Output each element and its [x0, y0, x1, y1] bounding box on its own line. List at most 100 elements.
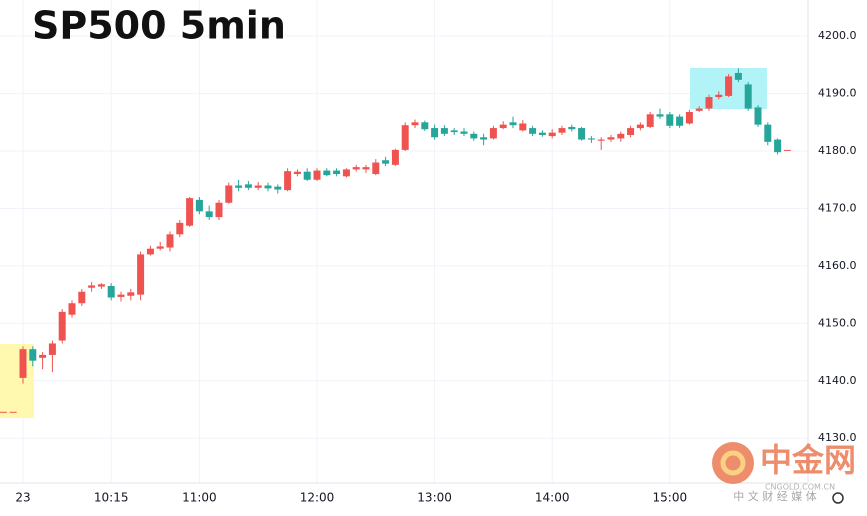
candle-body: [636, 124, 644, 129]
candle-body: [431, 128, 439, 138]
candle-body: [725, 76, 733, 96]
candle-body: [548, 132, 556, 137]
watermark-site: CNGOLD.COM.CN: [765, 483, 835, 492]
candle-body: [88, 285, 96, 288]
candle-body: [333, 170, 341, 175]
candle-body: [646, 114, 654, 127]
candle-body: [244, 184, 252, 188]
candle-body: [127, 292, 135, 296]
y-tick-label: 4160.0: [818, 259, 857, 272]
candle-body: [156, 246, 164, 249]
candle-body: [391, 149, 399, 165]
candle-body: [578, 128, 586, 140]
candle-body: [607, 137, 615, 140]
candle-body: [284, 171, 292, 191]
candle-body: [509, 122, 517, 126]
y-tick-label: 4150.0: [818, 316, 857, 329]
candle-body: [715, 94, 723, 98]
candle-body: [685, 111, 693, 124]
candle-body: [195, 199, 203, 212]
candle-body: [783, 149, 791, 151]
candle-body: [440, 128, 448, 134]
x-tick-label: 14:00: [535, 491, 570, 505]
x-tick-label: 23: [15, 491, 30, 505]
candle-body: [264, 185, 272, 189]
candle-body: [754, 107, 762, 125]
chart-title: SP500 5min: [32, 4, 286, 48]
candle-body: [323, 170, 331, 176]
x-tick-label: 11:00: [182, 491, 217, 505]
candle-body: [450, 130, 458, 133]
candle-body: [401, 125, 409, 150]
candle-body: [617, 133, 625, 139]
candle-body: [235, 185, 243, 188]
candle-body: [480, 137, 488, 140]
candle-body: [0, 411, 7, 413]
candle-body: [225, 185, 233, 203]
watermark-tagline: 中 文 财 经 媒 体: [733, 489, 816, 503]
candle-body: [695, 108, 703, 111]
candle-body: [19, 349, 27, 378]
candle-body: [460, 131, 468, 134]
settings-icon[interactable]: [832, 492, 844, 504]
candle-body: [558, 128, 566, 133]
candle-body: [342, 169, 350, 177]
candle-body: [9, 411, 17, 413]
candle-body: [597, 139, 605, 141]
x-tick-label: 15:00: [653, 491, 688, 505]
x-tick-label: 12:00: [300, 491, 335, 505]
candle-body: [352, 167, 360, 170]
candle-body: [176, 222, 184, 235]
candle-body: [303, 171, 311, 180]
y-tick-label: 4130.0: [818, 431, 857, 444]
candle-body: [705, 97, 713, 109]
logo: [712, 442, 754, 484]
gear[interactable]: [832, 492, 844, 504]
candle-body: [489, 128, 497, 139]
candle-body: [529, 128, 537, 134]
candle-body: [774, 139, 782, 153]
candle-body: [205, 211, 213, 218]
candle-body: [48, 343, 56, 355]
candle-body: [666, 114, 674, 126]
candle-body: [166, 234, 174, 248]
candle-body: [274, 186, 282, 190]
y-tick-label: 4200.0: [818, 29, 857, 42]
candle-body: [470, 133, 478, 139]
candle-body: [656, 114, 664, 117]
candle-body: [519, 123, 527, 131]
y-tick-label: 4180.0: [818, 144, 857, 157]
candle-body: [734, 72, 742, 80]
candle-body: [421, 122, 429, 130]
x-tick-label: 10:15: [94, 491, 129, 505]
candle-body: [58, 311, 66, 341]
y-tick-label: 4140.0: [818, 374, 857, 387]
candle-body: [146, 248, 154, 255]
candle-body: [568, 126, 576, 130]
candle-body: [39, 354, 47, 358]
candle-body: [107, 286, 115, 298]
candle-body: [254, 185, 262, 188]
candle-body: [627, 128, 635, 135]
highlight-box: [0, 344, 34, 418]
candle-body: [78, 291, 86, 304]
y-tick-label: 4190.0: [818, 87, 857, 100]
candles: [0, 68, 791, 413]
candle-body: [29, 349, 37, 361]
candle-body: [411, 122, 419, 126]
watermark-brand: 中金网: [760, 441, 856, 479]
candle-body: [764, 124, 772, 142]
candle-body: [117, 294, 125, 297]
candle-body: [215, 202, 223, 218]
candle-body: [313, 170, 321, 180]
candle-body: [744, 84, 752, 109]
watermark: 中金网 CNGOLD.COM.CN 中 文 财 经 媒 体: [712, 441, 856, 503]
labels: 4130.0 4140.0 4150.0 4160.0 4170.0 4180.0 4190…: [15, 29, 856, 504]
candle-body: [137, 254, 145, 295]
candle-body: [372, 162, 380, 175]
candle-body: [186, 198, 194, 226]
candle-body: [382, 160, 390, 164]
grid: [0, 0, 808, 483]
candle-body: [676, 116, 684, 126]
candle-body: [538, 132, 546, 135]
